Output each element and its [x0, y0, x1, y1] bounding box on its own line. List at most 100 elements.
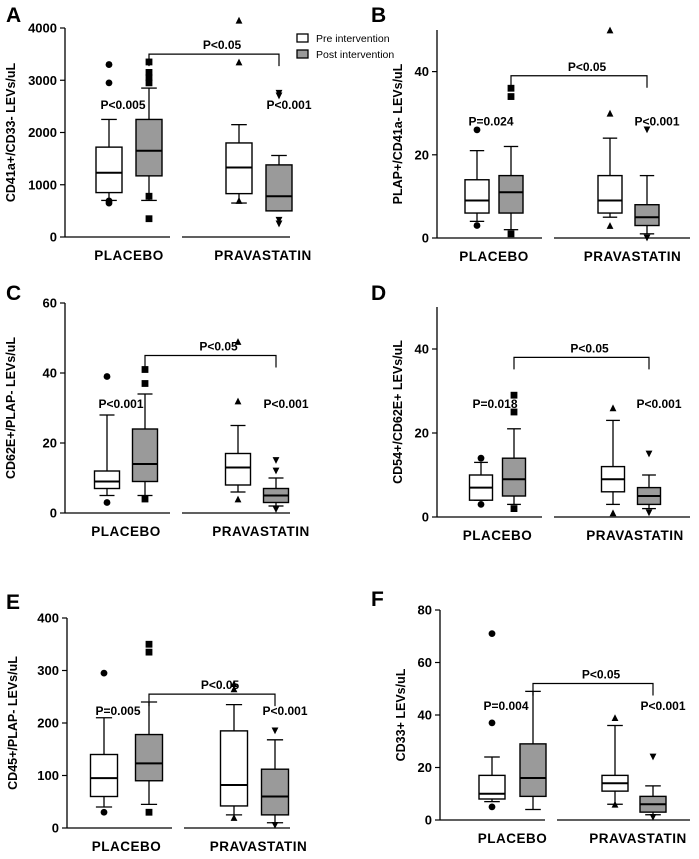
outlier-point: [477, 454, 485, 462]
y-axis-title: CD54+/CD62E+ LEVs/uL: [391, 340, 405, 484]
outlier-point: [510, 505, 518, 512]
p-value-label: P<0.001: [266, 98, 311, 112]
y-tick-label: 0: [50, 506, 57, 521]
outlier-point: [510, 408, 518, 416]
outlier-point: [145, 648, 153, 656]
outlier-point: [235, 16, 243, 24]
category-label: PLACEBO: [91, 524, 161, 539]
significance-bracket: [513, 356, 650, 370]
outlier-point: [643, 126, 651, 134]
outlier-point: [606, 222, 614, 229]
outlier-point: [488, 803, 496, 811]
outlier-point: [611, 714, 619, 722]
box-placebo-post: [519, 690, 547, 811]
panel-d: D 0 20 40 CD54+/CD62E+ LEVs/uL PLACEBO PRAVAST…: [371, 282, 690, 543]
panel-e: E 0 100 200 300 400 CD45+/PLAP- LEVs/uL PLACEBO…: [6, 591, 308, 854]
outlier-point: [141, 366, 149, 373]
panel-letter: B: [371, 4, 386, 27]
y-tick-label: 40: [415, 64, 429, 79]
outlier-point: [272, 467, 280, 475]
y-tick-label: 40: [43, 366, 57, 381]
box-iqr: [135, 118, 163, 177]
box-iqr: [634, 204, 660, 227]
box-iqr: [93, 470, 121, 490]
outlier-point: [649, 813, 657, 821]
y-tick-label: 1000: [28, 177, 57, 192]
box-iqr: [464, 179, 490, 214]
outlier-point: [507, 93, 515, 100]
box-placebo-pre: [464, 126, 490, 229]
outlier-point: [275, 220, 283, 228]
box-placebo-post: [501, 391, 527, 512]
p-value-label: P<0.001: [636, 397, 681, 411]
y-tick-label: 4000: [28, 21, 57, 36]
legend: Pre intervention Post intervention: [296, 33, 394, 61]
p-value-label: P=0.018: [472, 397, 517, 411]
box-iqr: [89, 753, 119, 798]
y-axis-title: CD41a+/CD33- LEVs/uL: [4, 63, 18, 203]
outlier-point: [141, 495, 149, 503]
y-tick-label: 20: [415, 426, 429, 441]
outlier-point: [105, 79, 113, 87]
outlier-point: [230, 680, 238, 688]
y-tick-label: 60: [418, 655, 432, 670]
p-value-label: P=0.005: [95, 704, 140, 718]
y-tick-label: 60: [43, 296, 57, 311]
outlier-point: [230, 814, 238, 821]
outlier-point: [275, 89, 283, 97]
outlier-point: [609, 404, 617, 412]
box-placebo-pre: [93, 373, 121, 506]
outlier-point: [611, 800, 619, 808]
outlier-point: [230, 685, 238, 693]
outlier-point: [145, 74, 153, 82]
box-pravastatin-post: [262, 457, 290, 513]
box-iqr: [219, 730, 249, 807]
box-iqr: [131, 428, 159, 483]
category-label: PLACEBO: [92, 839, 162, 854]
outlier-point: [507, 230, 515, 238]
p-value-label: P<0.001: [98, 397, 143, 411]
outlier-point: [145, 215, 153, 223]
y-tick-label: 20: [43, 436, 57, 451]
outlier-point: [606, 26, 614, 34]
y-axis-title: CD45+/PLAP- LEVs/uL: [6, 656, 20, 790]
significance-bracket: [144, 354, 277, 368]
y-axis-title: PLAP+/CD41a- LEVs/uL: [391, 63, 405, 204]
box-iqr: [597, 174, 623, 214]
box-placebo-pre: [468, 454, 494, 508]
y-tick-label: 0: [52, 821, 59, 836]
box-iqr: [498, 174, 524, 214]
y-tick-label: 100: [37, 768, 59, 783]
outlier-point: [477, 501, 485, 508]
box-pravastatin-pre: [597, 26, 623, 229]
significance-bracket-label: P<0.05: [568, 60, 607, 74]
outlier-point: [488, 630, 496, 638]
outlier-point: [234, 495, 242, 503]
outlier-point: [235, 58, 243, 66]
panel-letter: D: [371, 282, 386, 305]
y-tick-label: 400: [37, 611, 59, 626]
significance-bracket-label: P<0.05: [201, 678, 240, 692]
box-placebo-post: [135, 58, 163, 223]
box-pravastatin-post: [636, 450, 662, 517]
outlier-point: [145, 69, 153, 76]
y-axis-title: CD62E+/PLAP- LEVs/uL: [4, 337, 18, 479]
box-pravastatin-pre: [219, 680, 249, 821]
box-iqr: [478, 774, 506, 800]
y-tick-label: 3000: [28, 73, 57, 88]
box-pravastatin-post: [260, 727, 290, 829]
p-value-label: P<0.001: [634, 115, 679, 129]
p-value-label: P<0.005: [100, 98, 145, 112]
outlier-point: [141, 380, 149, 387]
category-label: PRAVASTATIN: [214, 248, 312, 263]
significance-bracket: [148, 53, 280, 67]
outlier-point: [235, 197, 243, 204]
outlier-point: [645, 509, 653, 517]
box-pravastatin-pre: [601, 714, 629, 808]
box-iqr: [501, 457, 527, 497]
outlier-point: [606, 109, 614, 117]
y-tick-label: 0: [422, 231, 429, 246]
box-placebo-pre: [95, 61, 123, 207]
outlier-point: [105, 61, 113, 68]
